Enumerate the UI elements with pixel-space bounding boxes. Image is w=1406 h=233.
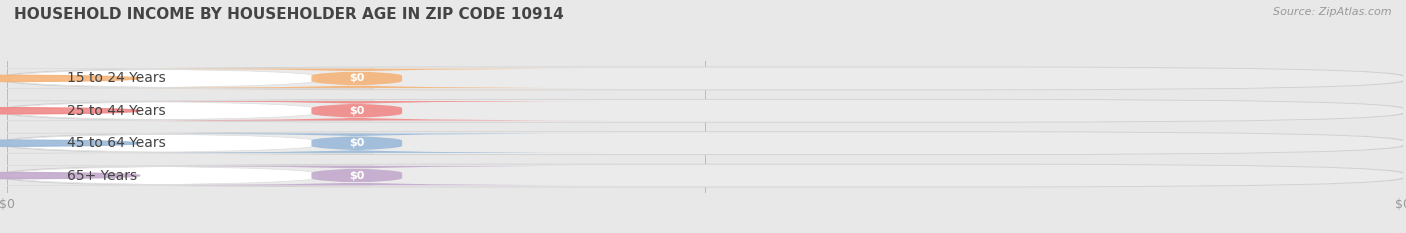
FancyBboxPatch shape	[0, 68, 374, 89]
Text: $0: $0	[349, 138, 364, 148]
Text: $0: $0	[349, 106, 364, 116]
Circle shape	[0, 172, 141, 179]
FancyBboxPatch shape	[7, 164, 1403, 187]
Circle shape	[0, 75, 141, 82]
Text: Source: ZipAtlas.com: Source: ZipAtlas.com	[1274, 7, 1392, 17]
Text: $0: $0	[349, 73, 364, 83]
FancyBboxPatch shape	[96, 166, 619, 185]
FancyBboxPatch shape	[7, 132, 1403, 154]
FancyBboxPatch shape	[0, 165, 374, 186]
Circle shape	[0, 108, 141, 114]
Text: $0: $0	[349, 171, 364, 181]
FancyBboxPatch shape	[0, 133, 374, 153]
Text: 45 to 64 Years: 45 to 64 Years	[67, 136, 166, 150]
FancyBboxPatch shape	[96, 134, 619, 153]
Text: HOUSEHOLD INCOME BY HOUSEHOLDER AGE IN ZIP CODE 10914: HOUSEHOLD INCOME BY HOUSEHOLDER AGE IN Z…	[14, 7, 564, 22]
FancyBboxPatch shape	[96, 101, 619, 120]
FancyBboxPatch shape	[7, 67, 1403, 89]
FancyBboxPatch shape	[4, 131, 1406, 155]
Circle shape	[0, 140, 141, 146]
FancyBboxPatch shape	[7, 100, 1403, 122]
Text: 65+ Years: 65+ Years	[67, 168, 138, 183]
Text: 15 to 24 Years: 15 to 24 Years	[67, 71, 166, 86]
FancyBboxPatch shape	[4, 164, 1406, 187]
FancyBboxPatch shape	[0, 101, 374, 121]
Text: 25 to 44 Years: 25 to 44 Years	[67, 104, 166, 118]
FancyBboxPatch shape	[4, 67, 1406, 90]
FancyBboxPatch shape	[4, 99, 1406, 123]
FancyBboxPatch shape	[96, 69, 619, 88]
